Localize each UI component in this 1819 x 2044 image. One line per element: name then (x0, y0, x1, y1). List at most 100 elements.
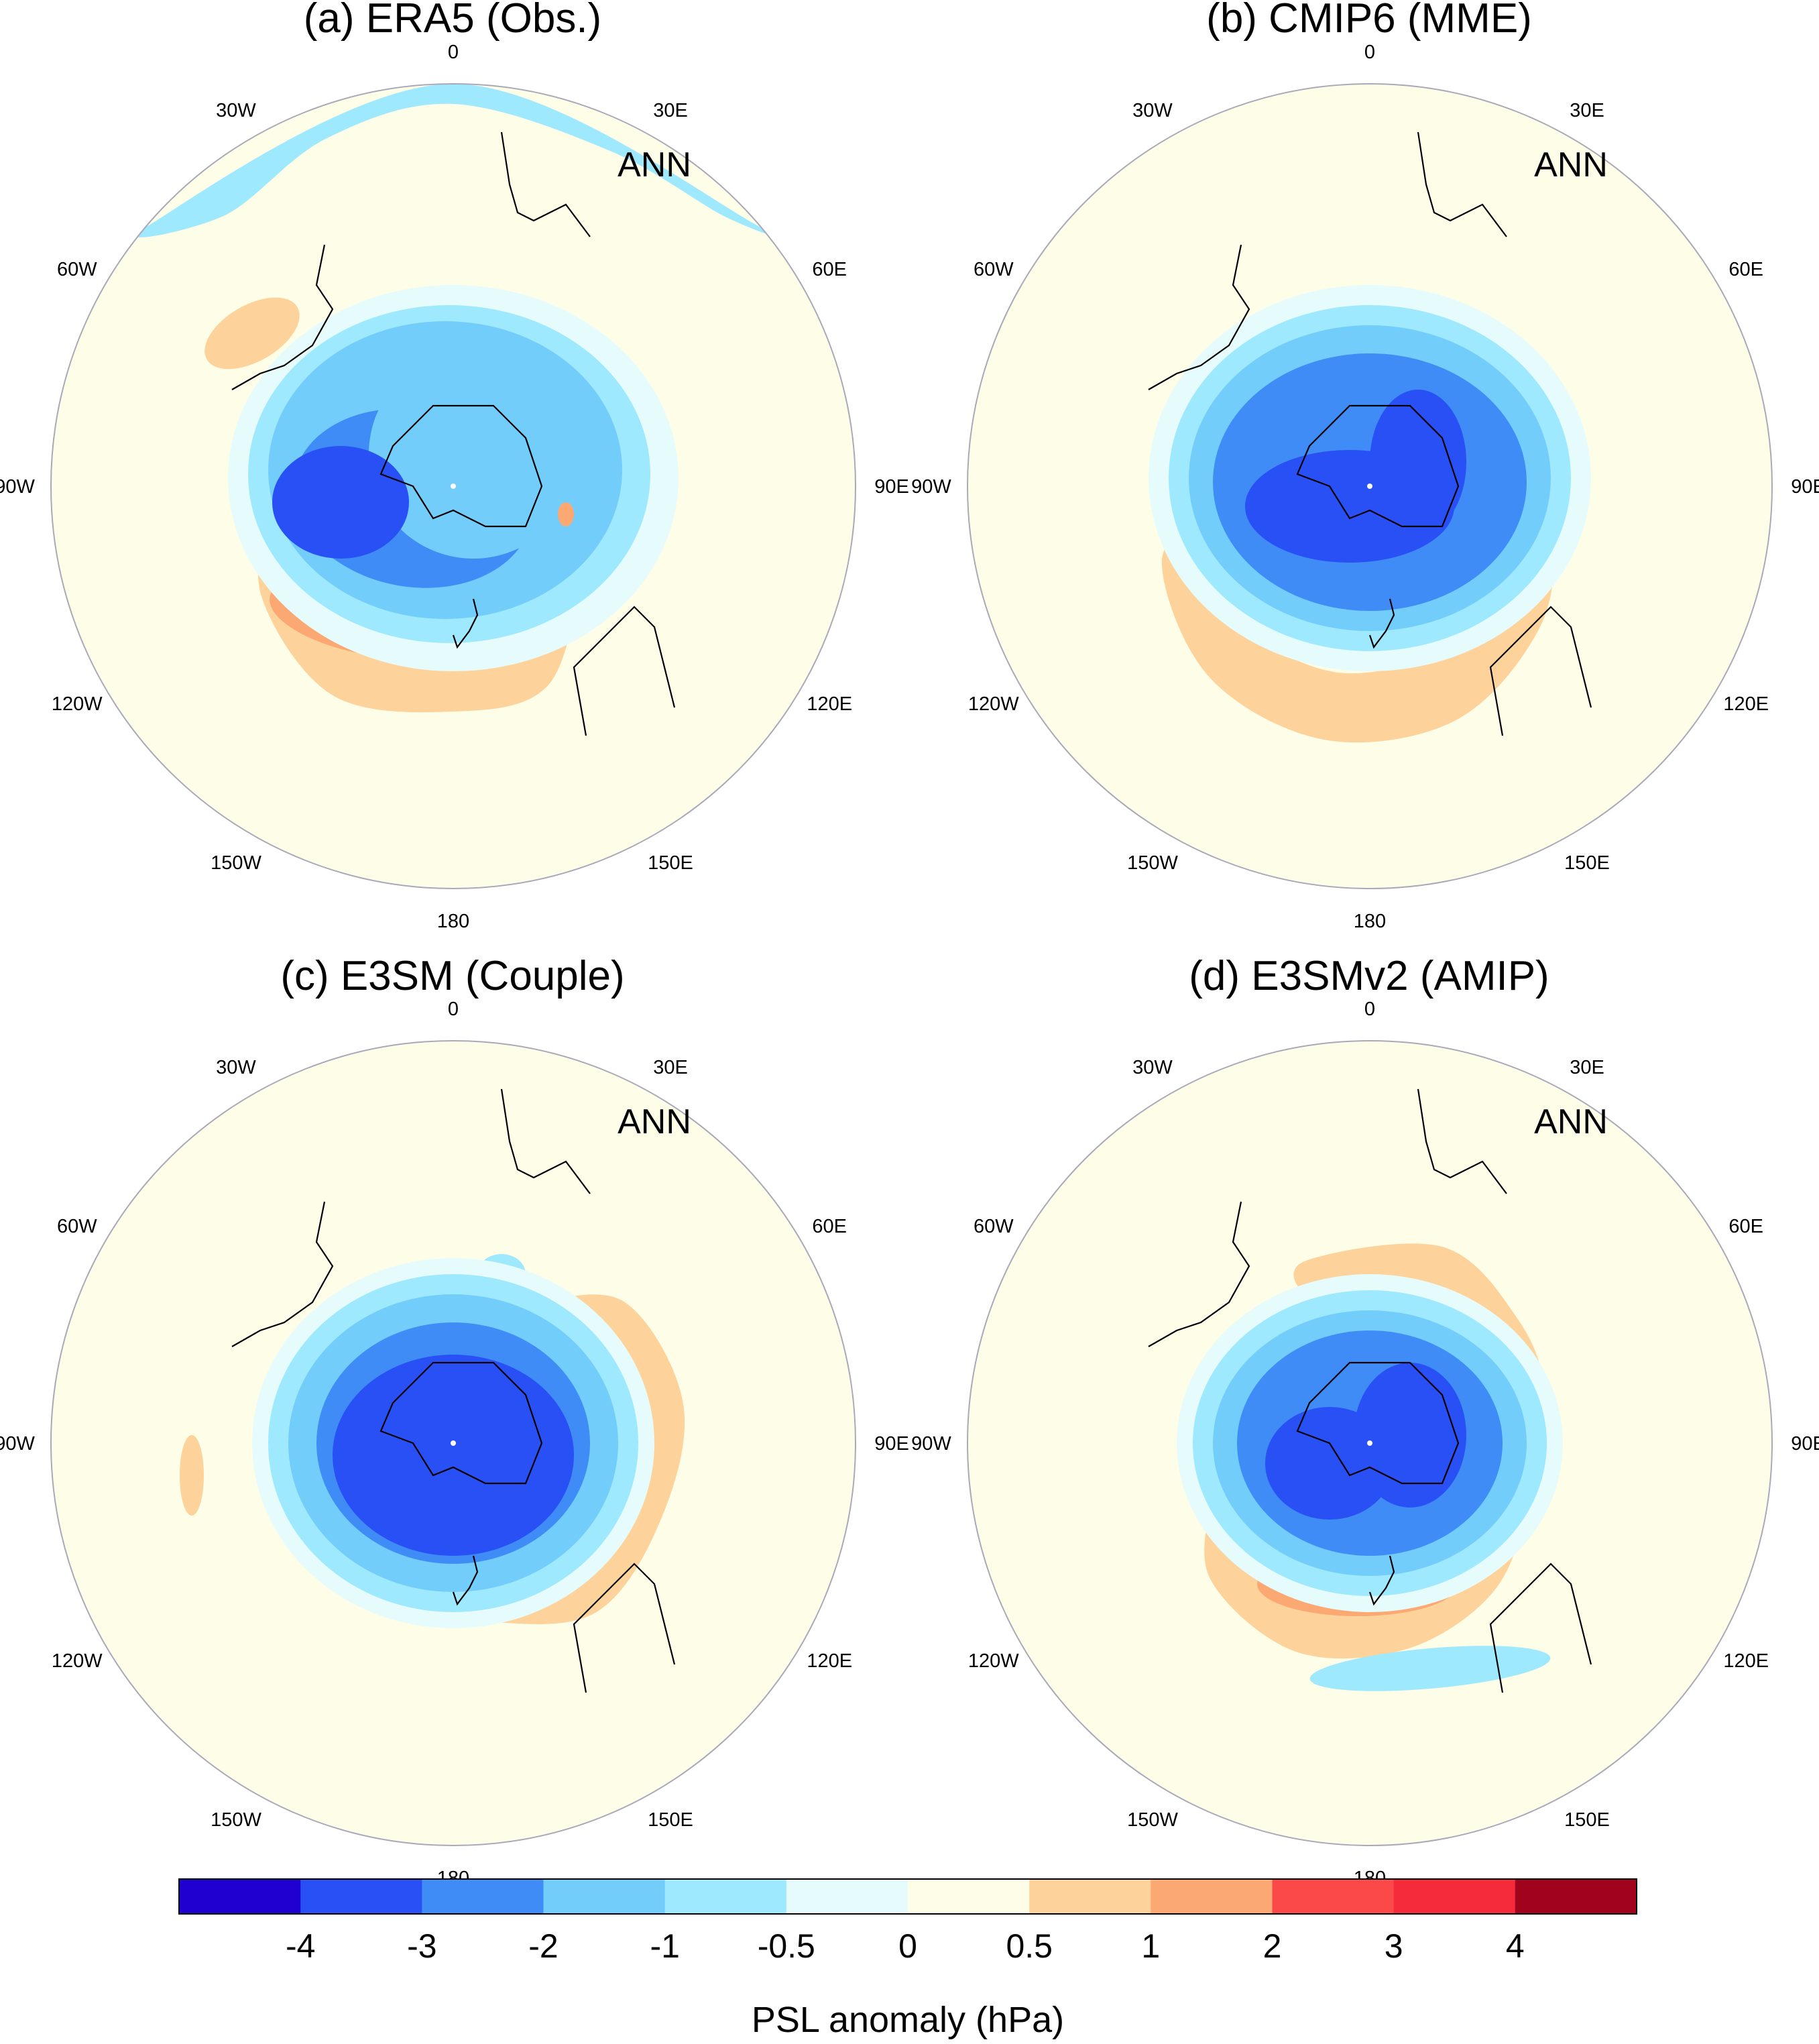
season-label: ANN (1534, 1102, 1608, 1141)
season-label: ANN (1534, 146, 1608, 184)
south-pole-marker (451, 484, 456, 489)
season-label: ANN (618, 1102, 691, 1141)
lon-label-90w: 90W (911, 476, 951, 498)
lon-label-0: 0 (448, 999, 459, 1020)
colorbar-tick-label-4: -0.5 (758, 1927, 815, 1965)
lon-label-150w: 150W (211, 1809, 261, 1831)
south-pole-marker (451, 1440, 456, 1446)
lon-label-120e: 120E (1723, 693, 1769, 715)
map-boundary (50, 83, 856, 889)
lon-label-120e: 120E (1723, 1650, 1769, 1672)
colorbar-swatch-1 (300, 1879, 422, 1914)
shade-south-band (1309, 1646, 1551, 1691)
coast-africa (500, 131, 591, 237)
lon-label-30w: 30W (1132, 100, 1173, 121)
lon-label-0: 0 (448, 42, 459, 63)
coast-south-america (1148, 244, 1250, 390)
lon-label-60e: 60E (1728, 1216, 1763, 1237)
lon-label-180: 180 (437, 911, 469, 932)
lon-label-60w: 60W (57, 259, 97, 280)
coast-new-zealand (452, 1555, 479, 1606)
map-boundary (967, 83, 1773, 889)
panel-b-title: (b) CMIP6 (MME) (1206, 0, 1532, 42)
colorbar-tick-label-9: 3 (1385, 1927, 1403, 1965)
coast-south-america (231, 1201, 334, 1347)
coast-new-zealand (452, 598, 479, 649)
lon-label-150w: 150W (1127, 852, 1178, 874)
shade-antarctic-core (333, 1355, 574, 1556)
lon-label-150e: 150E (1564, 852, 1610, 874)
lon-label-90w: 90W (0, 476, 35, 498)
coast-australia (1489, 606, 1592, 736)
colorbar-tick-label-6: 0.5 (1006, 1927, 1053, 1965)
coast-new-zealand (1368, 598, 1395, 649)
map-panel-a: 0 30E 60E 90E 120E 150E 180 150W 120W 90W 60W 30W AN… (0, 42, 909, 932)
lon-label-30w: 30W (216, 1057, 256, 1078)
lon-label-30w: 30W (1132, 1057, 1173, 1078)
lon-label-60e: 60E (812, 1216, 847, 1237)
shade-north-band (135, 84, 778, 237)
lon-label-120w: 120W (968, 693, 1019, 715)
panel-a-title: (a) ERA5 (Obs.) (303, 0, 602, 42)
lon-label-30e: 30E (653, 1057, 688, 1078)
shade-west-spot (180, 1435, 204, 1516)
lon-label-60e: 60E (812, 259, 847, 280)
colorbar-swatch-3 (543, 1879, 666, 1914)
shade-antarctic-core (369, 349, 578, 559)
lon-label-90e: 90E (1791, 476, 1819, 498)
colorbar-swatch-5 (786, 1879, 908, 1914)
colorbar-swatch-6 (908, 1879, 1030, 1914)
coast-australia (573, 606, 676, 736)
south-pole-marker (1367, 484, 1372, 489)
colorbar-swatch-0 (179, 1879, 301, 1914)
lon-label-150w: 150W (1127, 1809, 1178, 1831)
shade-core-east (1354, 1363, 1466, 1508)
lon-label-60w: 60W (974, 1216, 1014, 1237)
lon-label-90w: 90W (0, 1433, 35, 1455)
colorbar-swatch-9 (1272, 1879, 1395, 1914)
coast-africa (500, 1088, 591, 1194)
colorbar-tick-label-2: -2 (528, 1927, 558, 1965)
colorbar-tick-label-5: 0 (898, 1927, 917, 1965)
lon-label-150e: 150E (1564, 1809, 1610, 1831)
colorbar-tick-label-0: -4 (286, 1927, 315, 1965)
colorbar-tick-label-8: 2 (1263, 1927, 1282, 1965)
lon-label-90e: 90E (874, 1433, 909, 1455)
lon-label-0: 0 (1364, 999, 1375, 1020)
lon-label-150w: 150W (211, 852, 261, 874)
south-pole-marker (1367, 1440, 1372, 1446)
colorbar-swatch-10 (1393, 1879, 1516, 1914)
coast-australia (573, 1563, 676, 1693)
map-boundary (967, 1040, 1773, 1846)
panel-d-title: (d) E3SMv2 (AMIP) (1189, 953, 1549, 999)
coast-australia (1489, 1563, 1592, 1693)
coast-antarctica (1296, 1361, 1460, 1485)
lon-label-120e: 120E (807, 693, 852, 715)
lon-label-120w: 120W (968, 1650, 1019, 1672)
lon-label-90w: 90W (911, 1433, 951, 1455)
lon-label-180: 180 (1354, 911, 1386, 932)
lon-label-150e: 150E (648, 852, 693, 874)
coast-africa (1417, 1088, 1507, 1194)
lon-label-60w: 60W (57, 1216, 97, 1237)
coast-africa (1417, 131, 1507, 237)
lon-label-90e: 90E (874, 476, 909, 498)
colorbar-swatch-8 (1151, 1879, 1273, 1914)
colorbar-title: PSL anomaly (hPa) (752, 2000, 1064, 2040)
map-panel-d: 030E60E90E120E150E180150W120W90W60W30WAN… (911, 999, 1819, 1889)
season-label: ANN (618, 146, 691, 184)
shade-midlat-arc (1161, 420, 1577, 743)
lon-label-90e: 90E (1791, 1433, 1819, 1455)
lon-label-0: 0 (1364, 42, 1375, 63)
lon-label-30w: 30W (216, 100, 256, 121)
panel-c-title: (c) E3SM (Couple) (280, 953, 625, 999)
lon-label-120e: 120E (807, 1650, 852, 1672)
lon-label-120w: 120W (52, 1650, 103, 1672)
colorbar-tick-label-3: -1 (650, 1927, 679, 1965)
lon-label-30e: 30E (1570, 1057, 1604, 1078)
coast-antarctica (379, 404, 543, 528)
colorbar-frame (178, 1878, 1637, 1915)
shade-drake-high (204, 297, 300, 370)
